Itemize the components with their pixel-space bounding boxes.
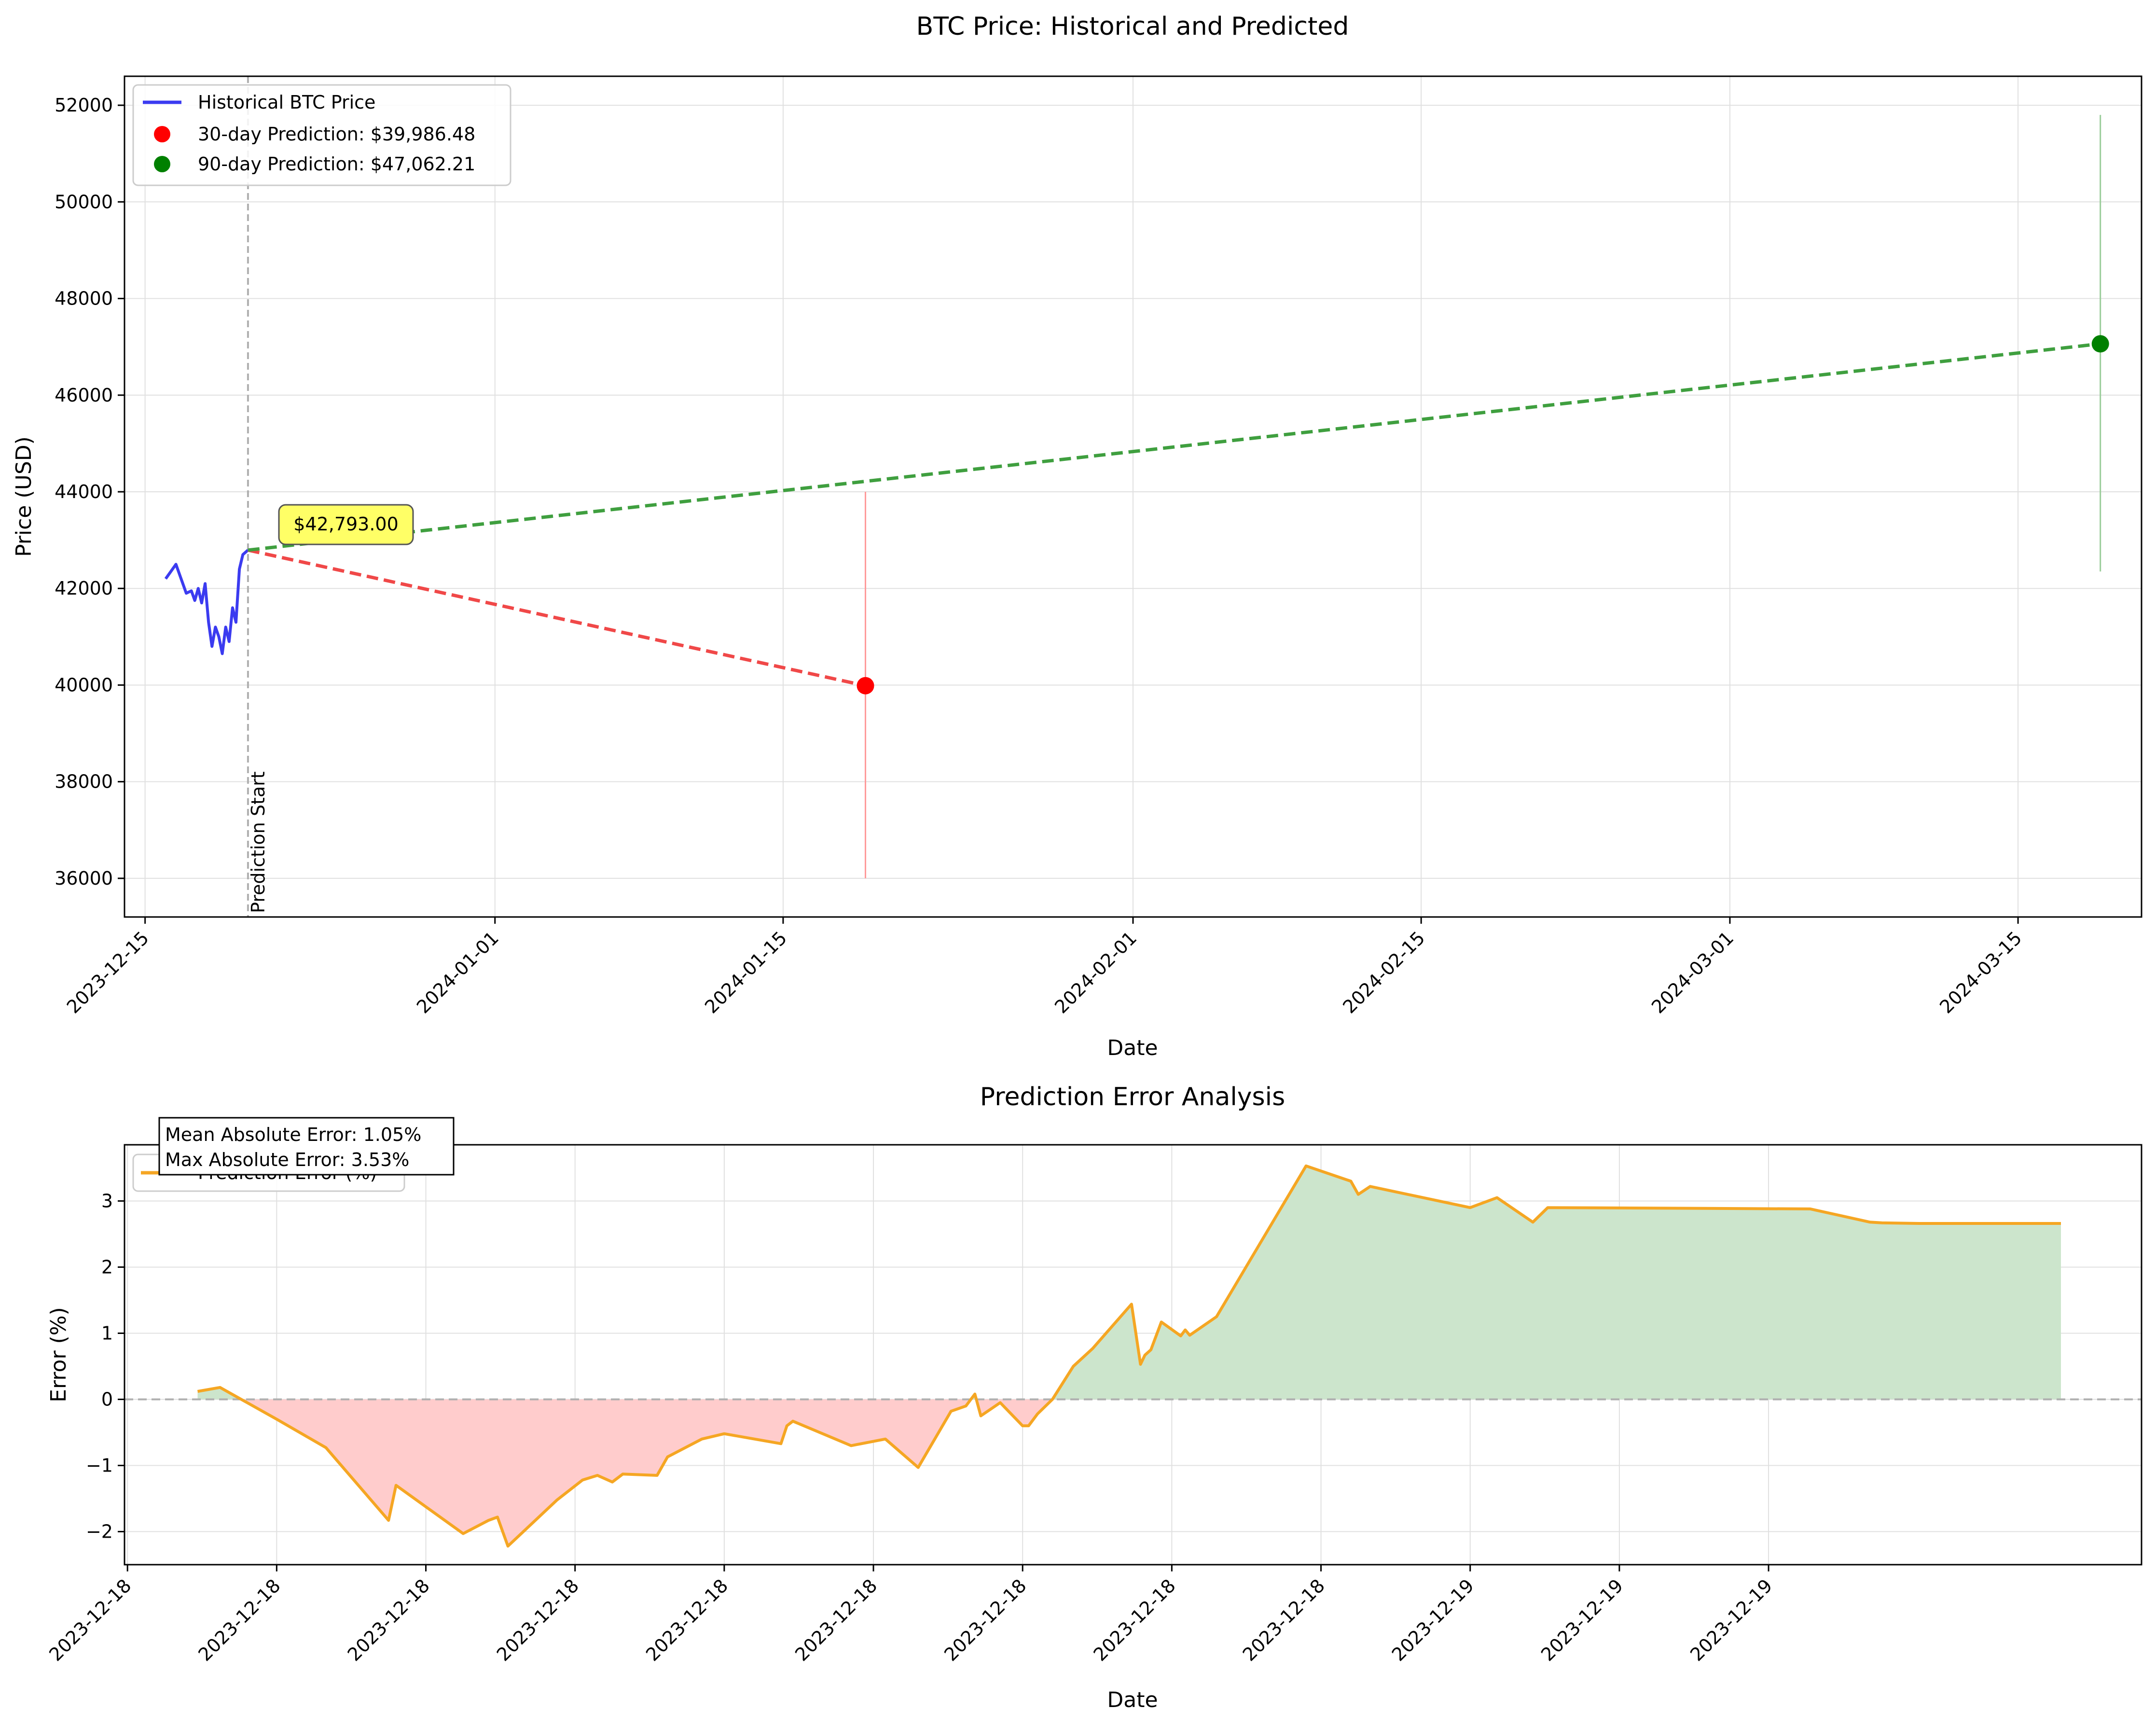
price-y-tick-label: 38000 <box>55 771 113 792</box>
error-negative-fill <box>197 1399 2061 1546</box>
historical-price-line <box>164 549 249 655</box>
error-stats-box: Mean Absolute Error: 1.05% Max Absolute … <box>158 1117 455 1176</box>
current-price-annotation-box <box>278 504 414 545</box>
price-markers <box>857 335 2109 694</box>
legend-30day-swatch <box>154 126 170 142</box>
price-y-tick-label: 52000 <box>55 95 113 116</box>
price-grid <box>124 76 2142 917</box>
error-y-tick-label: −1 <box>86 1455 113 1476</box>
prediction-30day-point <box>857 677 874 694</box>
error-y-tick-label: −2 <box>86 1521 113 1542</box>
max-absolute-error: Max Absolute Error: 3.53% <box>165 1149 409 1170</box>
legend-historical-label: Historical BTC Price <box>198 92 375 113</box>
prediction-90day-path <box>248 342 2101 552</box>
error-y-tick-label: 2 <box>101 1256 113 1278</box>
price-y-tick-label: 42000 <box>55 578 113 599</box>
price-y-tick-label: 44000 <box>55 481 113 502</box>
mean-absolute-error: Mean Absolute Error: 1.05% <box>165 1124 421 1145</box>
legend-90day-swatch <box>154 156 170 172</box>
error-y-ticks: −2 −1 0 1 2 3 <box>86 1190 124 1542</box>
prediction-30day-path <box>248 548 866 688</box>
legend-30day-label: 30-day Prediction: $39,986.48 <box>198 124 475 145</box>
error-lines <box>124 1164 2142 1548</box>
price-y-tick-label: 50000 <box>55 191 113 212</box>
error-fill-areas <box>197 1166 2061 1546</box>
price-y-tick-label: 48000 <box>55 288 113 309</box>
error-positive-fill <box>197 1166 2061 1400</box>
price-legend-box <box>132 84 511 186</box>
price-y-tick-label: 46000 <box>55 385 113 406</box>
prediction-error-line <box>197 1164 2061 1548</box>
prediction-start-label: Prediction Start <box>248 771 269 913</box>
error-y-tick-label: 3 <box>101 1190 113 1211</box>
price-y-tick-label: 36000 <box>55 868 113 889</box>
price-legend: Historical BTC Price 30-day Prediction: … <box>132 84 511 186</box>
price-panel: BTC Price: Historical and Predicted 2023… <box>12 12 2142 1060</box>
price-y-tick-label: 40000 <box>55 674 113 695</box>
current-price-annotation-text: $42,793.00 <box>293 514 399 535</box>
error-y-tick-label: 1 <box>101 1322 113 1344</box>
error-x-axis-label: Date <box>1107 1688 1158 1712</box>
current-price-annotation: $42,793.00 <box>278 504 414 545</box>
error-chart-title: Prediction Error Analysis <box>980 1083 1285 1111</box>
error-plot-frame <box>124 1144 2142 1566</box>
error-stats-frame <box>158 1117 455 1176</box>
price-chart-title: BTC Price: Historical and Predicted <box>916 12 1349 41</box>
price-lines <box>164 76 2101 917</box>
error-y-tick-label: 0 <box>101 1389 113 1410</box>
prediction-90day-point <box>2091 335 2109 353</box>
price-y-axis-label: Price (USD) <box>12 436 36 557</box>
price-y-ticks: 36000 38000 40000 42000 44000 46000 48000 50000… <box>55 95 124 889</box>
legend-90day-label: 90-day Prediction: $47,062.21 <box>198 153 475 175</box>
price-x-axis-label: Date <box>1107 1036 1158 1060</box>
error-y-axis-label: Error (%) <box>46 1307 71 1402</box>
